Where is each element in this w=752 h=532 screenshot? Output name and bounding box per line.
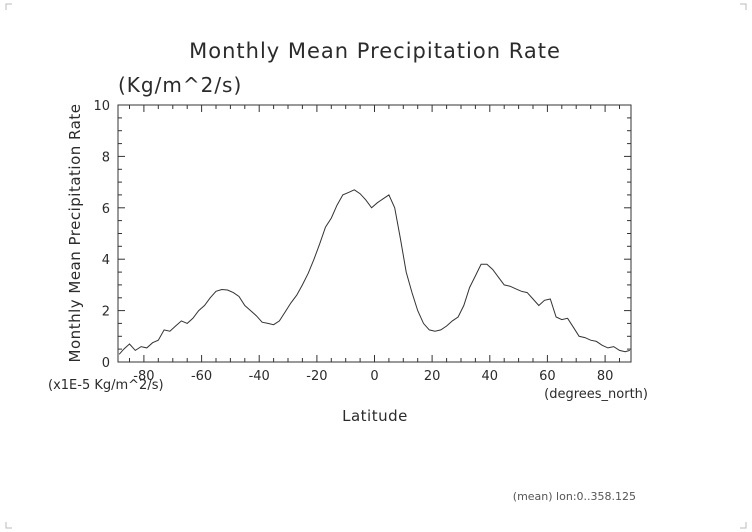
y-tick-label: 2 <box>102 305 110 320</box>
x-axis-ticks: -80 -60 -40 -20 0 20 40 60 80 <box>129 105 620 384</box>
x-tick-label: 20 <box>424 369 441 384</box>
series-line-precipitation <box>118 189 630 355</box>
corner-mark-top-right <box>740 3 747 10</box>
chart-subtitle: (Kg/m^2/s) <box>118 73 242 97</box>
x-tick-label: 60 <box>539 369 556 384</box>
y-axis-label: Monthly Mean Precipitation Rate <box>66 104 84 363</box>
page-corner-marks <box>5 3 747 529</box>
corner-mark-top-left <box>5 3 12 10</box>
y-tick-label: 0 <box>102 356 110 371</box>
x-tick-label: -80 <box>133 369 154 384</box>
x-axis-units: (degrees_north) <box>544 387 648 402</box>
x-tick-label: 80 <box>597 369 614 384</box>
footnote: (mean) lon:0..358.125 <box>513 490 636 503</box>
series-layer <box>118 189 630 355</box>
y-tick-label: 4 <box>102 253 110 268</box>
x-tick-label: 0 <box>370 369 378 384</box>
y-axis-units: (x1E-5 Kg/m^2/s) <box>48 378 164 393</box>
y-tick-label: 8 <box>102 150 110 165</box>
plot-frame <box>117 104 632 363</box>
x-tick-label: -60 <box>191 369 212 384</box>
corner-mark-bottom-right <box>740 522 747 529</box>
x-axis-label: Latitude <box>342 407 408 425</box>
y-tick-label: 10 <box>93 99 110 114</box>
chart-title: Monthly Mean Precipitation Rate <box>189 39 561 63</box>
x-tick-label: 40 <box>482 369 499 384</box>
corner-mark-bottom-left <box>5 522 12 529</box>
x-tick-label: -40 <box>249 369 270 384</box>
y-axis-ticks: 0 2 4 6 8 10 <box>93 99 631 371</box>
y-tick-label: 6 <box>102 202 110 217</box>
x-tick-label: -20 <box>306 369 327 384</box>
